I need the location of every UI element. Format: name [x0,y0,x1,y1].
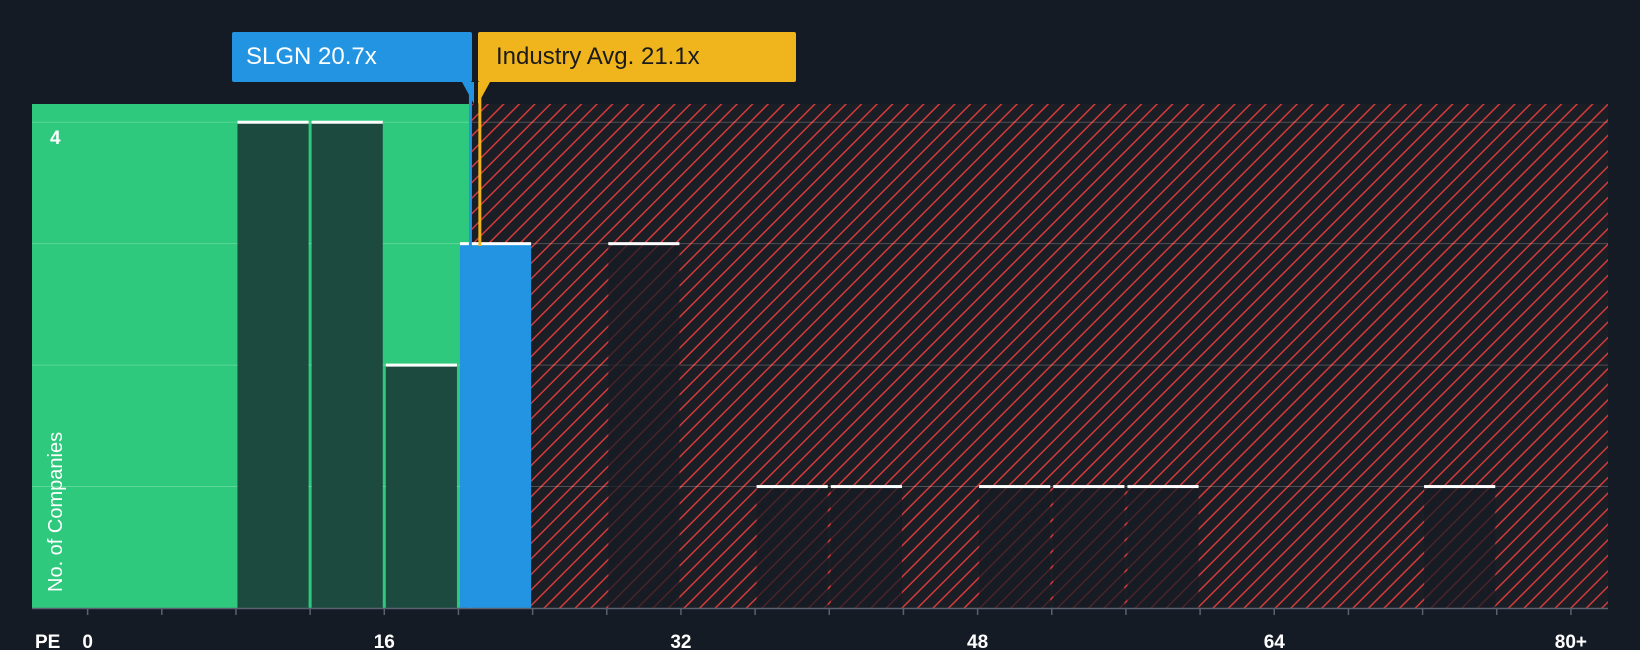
x-tick-label: 0 [82,632,93,650]
y-tick-label: 4 [50,128,61,149]
x-tick-label: 80+ [1555,632,1587,650]
industry-callout-pointer [478,82,490,104]
company-pe-callout: SLGN 20.7x [232,32,474,104]
bar-cap [830,485,902,489]
histogram-bar [237,122,309,609]
bar-cap [459,242,532,246]
histogram-bar [385,365,457,608]
histogram-bar [608,243,680,608]
x-axis-prefix: PE [35,632,60,650]
bar-cap [311,120,383,124]
industry-pe-label: Industry Avg. 21.1x [496,43,700,70]
company-callout-pointer [462,82,474,104]
x-tick-label: 32 [670,632,691,650]
bar-cap [1127,485,1199,489]
bar-cap [1424,485,1496,489]
histogram-bar [1053,486,1125,608]
histogram-bar [830,486,902,608]
x-tick-label: 16 [374,632,395,650]
x-tick-label: 48 [967,632,988,650]
histogram-bar [756,486,828,608]
bar-cap [385,363,457,367]
company-pe-label: SLGN 20.7x [246,43,377,70]
histogram-bar [311,122,383,609]
industry-pe-callout: Industry Avg. 21.1x [478,32,796,104]
bar-cap [756,485,828,489]
bar-cap [237,120,309,124]
bar-cap [979,485,1051,489]
x-tick-label: 64 [1264,632,1286,650]
bar-cap [608,242,680,246]
bar-cap [1053,485,1125,489]
histogram-bar [979,486,1051,608]
y-axis-label: No. of Companies [45,432,67,592]
histogram-bar [1127,486,1199,608]
histogram-bar [1424,486,1496,608]
